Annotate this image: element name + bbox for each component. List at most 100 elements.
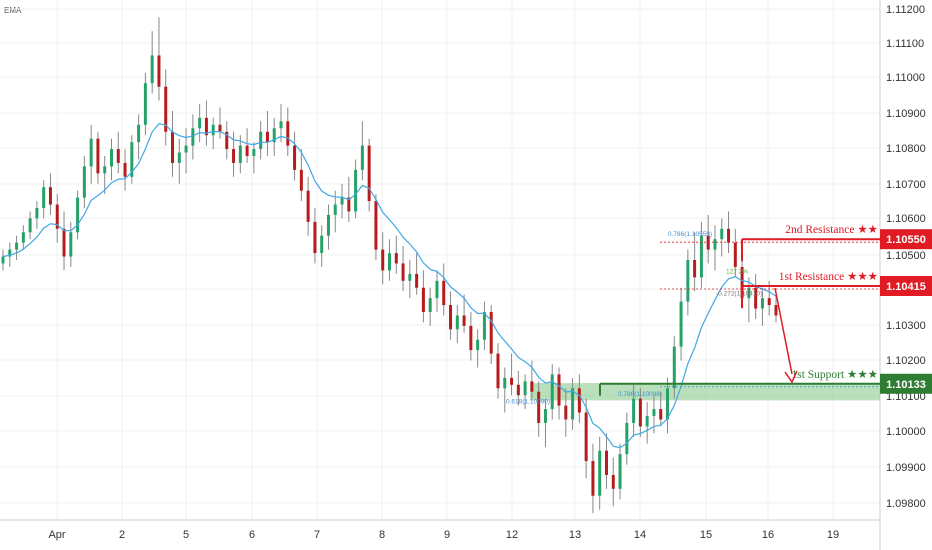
x-tick-label: 19 [827, 529, 839, 541]
candle-body [672, 346, 676, 389]
candle-body [150, 55, 154, 84]
candle-body [164, 86, 168, 132]
candle-body [225, 131, 229, 150]
x-tick-label: 6 [249, 529, 255, 541]
x-tick-label: 5 [183, 529, 189, 541]
candle-body [21, 232, 25, 243]
candle-body [394, 253, 398, 264]
candle-body [666, 388, 670, 420]
y-tick-label: 1.10000 [886, 426, 926, 438]
candle-body [69, 232, 73, 257]
x-tick-label: 16 [762, 529, 774, 541]
candle-body [618, 454, 622, 489]
y-tick-label: 1.11200 [886, 4, 925, 16]
candle-body [510, 377, 514, 385]
candle-body [313, 221, 317, 254]
x-tick-label: 9 [444, 529, 450, 541]
candle-body [530, 381, 534, 392]
candle-body [299, 169, 303, 191]
x-tick-label: 8 [379, 529, 385, 541]
y-tick-label: 1.10600 [886, 213, 926, 225]
fib-annotation: 0.618(1.10090) [506, 399, 550, 406]
candle-body [374, 201, 378, 250]
y-tick-label: 1.10200 [886, 355, 926, 367]
candle-body [360, 145, 364, 170]
candle-body [747, 287, 751, 299]
candle-body [727, 228, 731, 243]
candle-body [109, 149, 113, 167]
y-tick-label: 1.11100 [886, 38, 924, 50]
candle-body [171, 131, 175, 163]
y-tick-label: 1.10800 [886, 143, 926, 155]
candle-body [89, 138, 93, 167]
x-tick-label: 12 [506, 529, 518, 541]
candle-body [482, 312, 486, 340]
candle-body [232, 149, 236, 163]
candle-body [123, 162, 127, 177]
candle-body [320, 235, 324, 254]
candle-body [82, 166, 86, 198]
candle-body [272, 128, 276, 143]
candle-body [632, 398, 636, 423]
price-tag [880, 373, 932, 394]
candle-body [116, 149, 120, 163]
price-tag-text: 1.10550 [886, 234, 926, 246]
indicator-label: EMA [4, 6, 22, 15]
candle-body [489, 312, 493, 354]
candle-body [279, 121, 283, 129]
candle-body [381, 249, 385, 271]
candle-body [191, 128, 195, 146]
fib-annotation: -0.272(1.10410) [716, 291, 762, 298]
candle-body [8, 249, 12, 257]
price-tag-text: 1.10415 [886, 281, 926, 293]
level-label: 1st Resistance ★★★ [779, 271, 878, 283]
x-tick-label: 14 [634, 529, 646, 541]
candle-body [354, 169, 358, 212]
candle-body [754, 287, 758, 309]
candle-body [638, 398, 642, 427]
candle-body [652, 409, 656, 416]
candle-body [184, 145, 188, 153]
candle-body [62, 228, 66, 257]
candle-body [333, 204, 337, 215]
candle-body [238, 145, 242, 163]
candle-body [28, 218, 32, 233]
candle-body [442, 280, 446, 306]
candle-body [760, 298, 764, 309]
candle-body [720, 228, 724, 240]
y-tick-label: 1.10700 [886, 179, 926, 191]
y-tick-label: 1.11000 [886, 72, 925, 84]
candle-body [137, 124, 141, 143]
candle-body [340, 197, 344, 205]
candle-body [286, 121, 290, 146]
level-label: 1st Support ★★★ [791, 369, 878, 381]
candle-body [604, 450, 608, 475]
candle-body [15, 242, 19, 250]
candle-body [543, 409, 547, 423]
candle-body [428, 298, 432, 312]
x-tick-label: 15 [700, 529, 712, 541]
candle-body [591, 461, 595, 496]
fib-annotation: 0.786(1.10559) [668, 231, 712, 238]
candle-body [686, 260, 690, 302]
candle-body [577, 388, 581, 413]
candle-body [699, 235, 703, 278]
candle-body [415, 273, 419, 288]
y-tick-label: 1.10500 [886, 250, 926, 262]
candle-body [550, 374, 554, 410]
y-tick-label: 1.09900 [886, 462, 926, 474]
projection-arrow-head [784, 370, 798, 384]
candle-body [598, 450, 602, 496]
candle-body [645, 416, 649, 427]
y-tick-label: 1.10900 [886, 108, 926, 120]
ema-line [2, 123, 777, 449]
candle-body [293, 145, 297, 170]
candle-body [537, 391, 541, 423]
candle-body [584, 412, 588, 462]
support-zone [530, 383, 880, 401]
candle-body [713, 239, 717, 250]
price-tag [880, 276, 932, 296]
candle-body [740, 266, 744, 299]
